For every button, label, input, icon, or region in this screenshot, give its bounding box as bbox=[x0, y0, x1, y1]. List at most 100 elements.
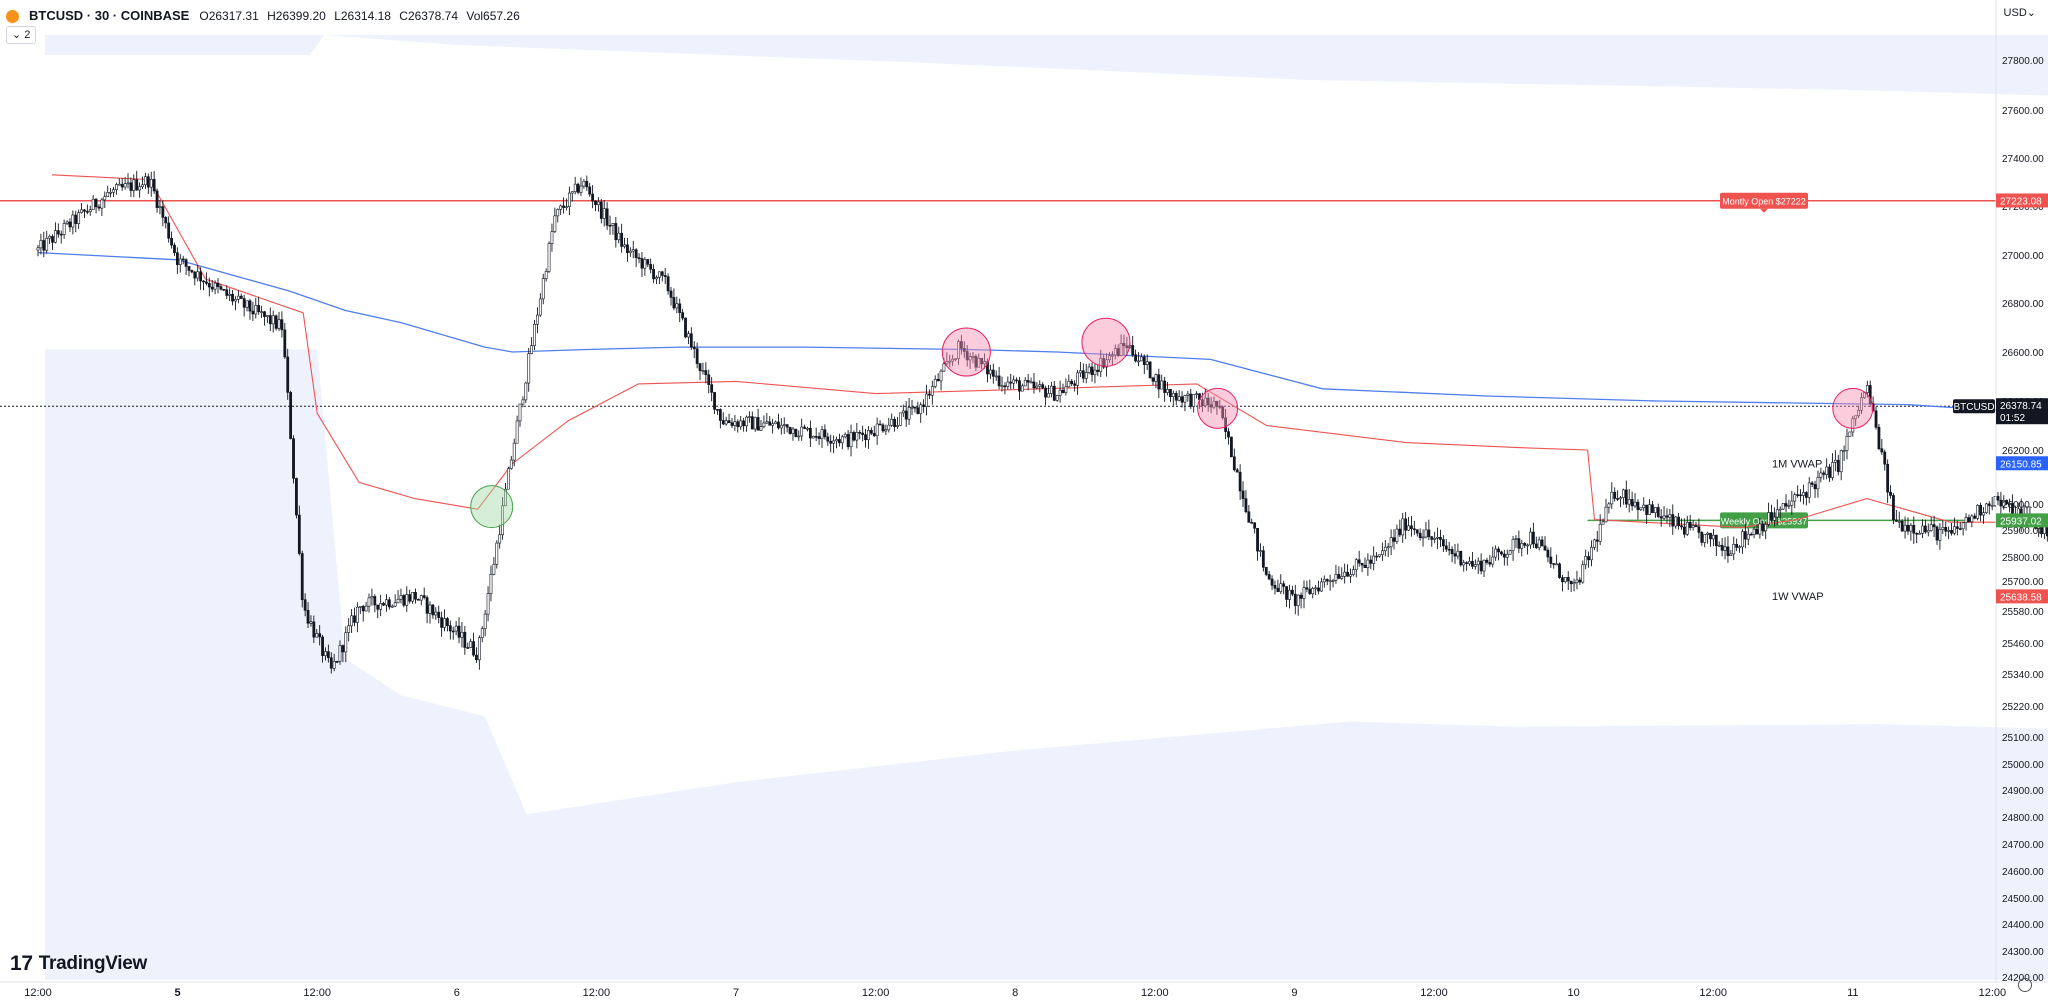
candle bbox=[1398, 519, 1402, 538]
candle-body bbox=[367, 597, 371, 607]
candle bbox=[306, 602, 310, 628]
candle bbox=[1755, 524, 1759, 535]
candle bbox=[1450, 546, 1454, 563]
candle-body bbox=[974, 356, 978, 368]
candle-body bbox=[762, 422, 766, 427]
chart-settings-icon[interactable] bbox=[2018, 978, 2032, 992]
candle bbox=[1784, 494, 1788, 513]
candle bbox=[1235, 467, 1239, 473]
candle-body bbox=[820, 429, 824, 439]
candle-body bbox=[1883, 451, 1887, 465]
candle bbox=[1520, 539, 1524, 557]
candle-body bbox=[591, 193, 595, 202]
candle-body bbox=[1935, 526, 1939, 541]
price-axis[interactable]: 27800.00 27600.00 27400.00 27200.00 27000.00… bbox=[1995, 0, 2044, 984]
currency-selector[interactable]: USD⌄ bbox=[2003, 7, 2036, 19]
candle-body bbox=[1015, 379, 1018, 382]
candle bbox=[739, 416, 743, 430]
candle-body bbox=[196, 271, 200, 279]
candle-body bbox=[1145, 361, 1149, 365]
candle-body bbox=[1761, 523, 1765, 532]
candle-body bbox=[1906, 524, 1910, 532]
symbol-title[interactable]: BTCUSD · 30 · COINBASE bbox=[29, 8, 190, 23]
price-tick-label: 24400.00 bbox=[2002, 920, 2044, 931]
candle bbox=[1238, 464, 1242, 500]
candle bbox=[376, 604, 380, 619]
candle bbox=[750, 411, 754, 430]
candle-body bbox=[1773, 516, 1776, 521]
time-axis[interactable]: 12:00 5 12:00 6 12:00 7 12:00 8 12:00 9 12:00 10 12:… bbox=[0, 981, 2048, 999]
open-label: O bbox=[199, 9, 209, 23]
candle-body bbox=[1868, 385, 1872, 404]
candle bbox=[1537, 536, 1541, 551]
candle bbox=[1601, 518, 1605, 525]
candle bbox=[1877, 423, 1881, 451]
candle-body bbox=[1293, 593, 1297, 606]
candle-body bbox=[1084, 372, 1088, 379]
candle-body bbox=[1418, 532, 1422, 539]
candle-body bbox=[1833, 459, 1837, 463]
candle bbox=[1546, 547, 1550, 563]
candle-body bbox=[1511, 539, 1515, 552]
candle-body bbox=[434, 611, 438, 616]
candle bbox=[704, 362, 708, 384]
candle bbox=[698, 363, 702, 381]
candle-body bbox=[1749, 533, 1753, 536]
candle-body bbox=[689, 333, 693, 348]
candle-body bbox=[1886, 463, 1890, 493]
candle-body bbox=[1665, 515, 1669, 518]
candle bbox=[1764, 521, 1768, 540]
candle bbox=[1807, 477, 1811, 504]
candle bbox=[506, 466, 510, 490]
candle-body bbox=[199, 271, 203, 282]
candle-body bbox=[553, 215, 557, 232]
candle-body bbox=[1479, 560, 1483, 572]
candle bbox=[207, 277, 211, 297]
candle bbox=[707, 369, 711, 394]
candle-body bbox=[788, 426, 792, 434]
candle bbox=[402, 594, 406, 608]
tradingview-logo[interactable]: 17 TradingView bbox=[10, 952, 147, 976]
candle bbox=[965, 345, 969, 367]
candle-body bbox=[1578, 579, 1582, 583]
candle bbox=[1456, 543, 1460, 560]
candle bbox=[1157, 368, 1161, 399]
candle-body bbox=[997, 375, 1001, 387]
candle bbox=[567, 186, 571, 216]
candle bbox=[1508, 549, 1512, 555]
candle-body bbox=[1340, 576, 1344, 579]
candle-body bbox=[1923, 525, 1927, 533]
axis-price-tag-text: 25638.58 bbox=[2000, 592, 2042, 603]
candle bbox=[2002, 495, 2006, 510]
candle bbox=[1215, 400, 1219, 415]
candle-body bbox=[803, 426, 806, 429]
candle-body bbox=[1909, 525, 1913, 532]
candle bbox=[1482, 559, 1486, 578]
candle-body bbox=[1639, 507, 1643, 510]
candle bbox=[1950, 522, 1953, 536]
candle bbox=[582, 179, 586, 189]
candle-body bbox=[1558, 563, 1561, 578]
candle bbox=[1052, 381, 1056, 402]
candle-body bbox=[527, 353, 531, 384]
candle bbox=[1982, 507, 1985, 524]
candle bbox=[1706, 531, 1710, 544]
time-tick-label: 12:00 bbox=[303, 987, 331, 999]
candle bbox=[1148, 361, 1152, 379]
candle bbox=[954, 358, 957, 362]
candle-body bbox=[869, 429, 873, 434]
time-tick-label: 12:00 bbox=[1141, 987, 1169, 999]
candle-body bbox=[936, 379, 940, 382]
candle-body bbox=[1996, 496, 2000, 501]
candle bbox=[1839, 449, 1843, 481]
candle-body bbox=[1703, 534, 1707, 543]
candle-body bbox=[1328, 580, 1332, 583]
candle bbox=[527, 347, 531, 392]
candle-body bbox=[756, 417, 760, 431]
candle bbox=[260, 305, 263, 318]
low-value: 26314.18 bbox=[340, 9, 391, 23]
candle-body bbox=[1064, 386, 1068, 393]
indicators-toggle-button[interactable]: ⌄ 2 bbox=[6, 26, 37, 44]
candle-body bbox=[1192, 393, 1196, 407]
